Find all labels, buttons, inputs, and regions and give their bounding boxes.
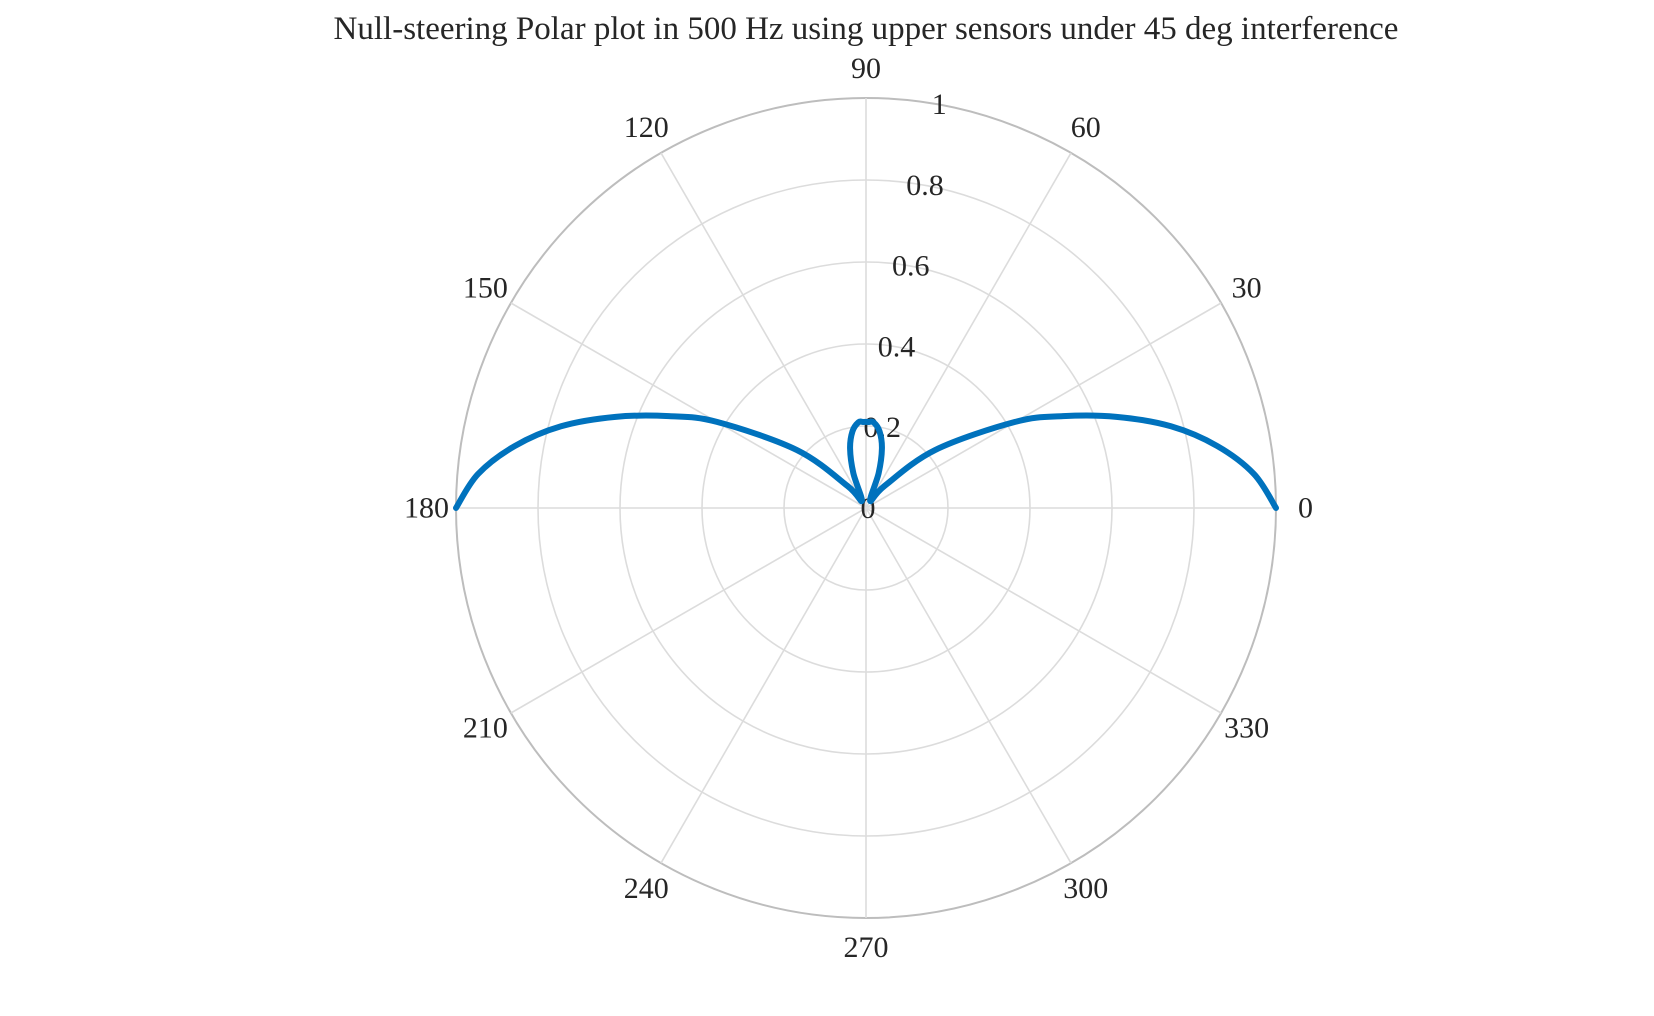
angle-tick-label: 120 xyxy=(624,111,669,144)
angle-tick-label: 270 xyxy=(844,931,889,964)
angular-grid xyxy=(456,98,1276,918)
angle-tick-label: 180 xyxy=(404,492,449,525)
angle-tick-labels: 0 30 60 90 120 150 180 210 240 270 300 330 xyxy=(404,52,1313,964)
angle-tick-label: 30 xyxy=(1232,272,1262,305)
radius-tick-labels: 00.20.40.60.81 xyxy=(861,88,947,525)
radius-tick-label: 1 xyxy=(932,88,947,121)
angle-tick-label: 330 xyxy=(1224,711,1269,744)
radius-tick-label: 0.4 xyxy=(878,330,916,363)
angle-tick-label: 240 xyxy=(624,872,669,905)
beam-pattern-trace xyxy=(453,412,1279,511)
data-traces xyxy=(453,412,1279,511)
chart-title: Null-steering Polar plot in 500 Hz using… xyxy=(334,11,1399,47)
angle-spoke xyxy=(865,152,1072,509)
angle-spoke xyxy=(510,302,867,509)
angle-tick-label: 90 xyxy=(851,52,881,85)
angle-spoke xyxy=(865,302,1222,509)
angle-spoke xyxy=(660,152,867,509)
angle-tick-label: 60 xyxy=(1071,111,1101,144)
angle-tick-label: 300 xyxy=(1063,872,1108,905)
angle-spoke xyxy=(510,507,867,714)
radius-tick-label: 0.6 xyxy=(892,250,930,283)
angle-tick-label: 0 xyxy=(1298,492,1313,525)
radius-tick-label: 0.8 xyxy=(906,169,944,202)
angle-tick-label: 150 xyxy=(463,272,508,305)
angle-tick-label: 210 xyxy=(463,711,508,744)
angle-spoke xyxy=(865,507,1222,714)
angle-spoke xyxy=(660,507,867,864)
angle-spoke xyxy=(865,507,1072,864)
